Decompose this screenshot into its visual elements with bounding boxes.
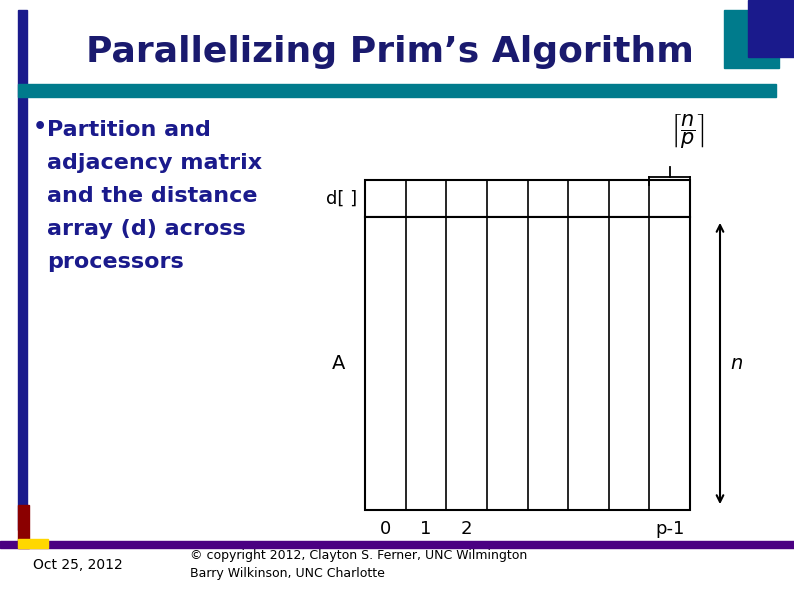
- Text: adjacency matrix: adjacency matrix: [47, 153, 262, 173]
- Text: 0: 0: [380, 520, 391, 538]
- Text: © copyright 2012, Clayton S. Ferner, UNC Wilmington
Barry Wilkinson, UNC Charlot: © copyright 2012, Clayton S. Ferner, UNC…: [190, 550, 527, 581]
- Bar: [18, 539, 48, 548]
- Text: Oct 25, 2012: Oct 25, 2012: [33, 558, 123, 572]
- Bar: [0, 541, 794, 548]
- Bar: [748, 0, 794, 57]
- Text: Partition and: Partition and: [47, 120, 211, 140]
- Bar: [18, 10, 27, 530]
- Bar: [18, 84, 776, 97]
- Bar: [365, 217, 690, 510]
- Text: 2: 2: [461, 520, 472, 538]
- Text: A: A: [332, 354, 345, 373]
- Bar: [18, 505, 29, 548]
- Text: p-1: p-1: [655, 520, 684, 538]
- Text: $\left\lceil \dfrac{n}{p} \right\rceil$: $\left\lceil \dfrac{n}{p} \right\rceil$: [671, 112, 704, 151]
- Text: and the distance: and the distance: [47, 186, 257, 206]
- Bar: [365, 180, 690, 217]
- Text: d[ ]: d[ ]: [326, 189, 357, 208]
- Bar: [724, 10, 779, 68]
- Text: processors: processors: [47, 252, 183, 272]
- Text: 1: 1: [420, 520, 432, 538]
- Text: array (d) across: array (d) across: [47, 219, 246, 239]
- Text: n: n: [730, 354, 742, 373]
- Text: Parallelizing Prim’s Algorithm: Parallelizing Prim’s Algorithm: [86, 35, 694, 69]
- Text: •: •: [33, 117, 48, 137]
